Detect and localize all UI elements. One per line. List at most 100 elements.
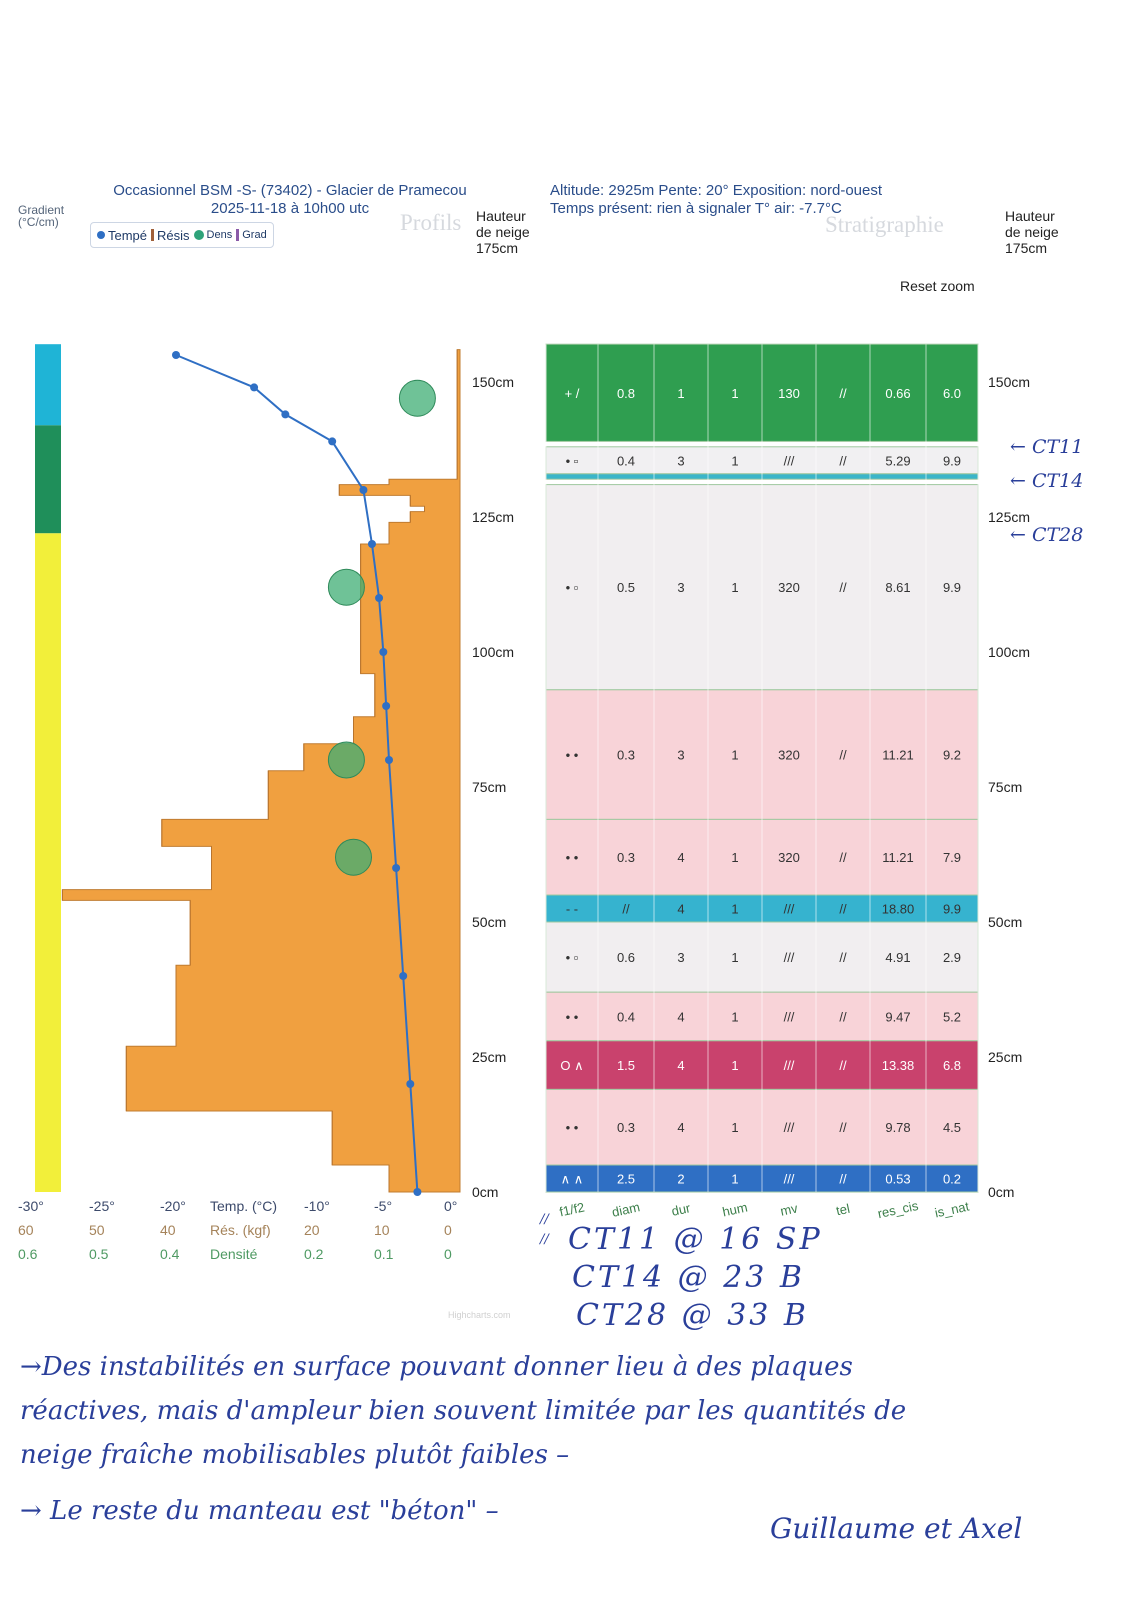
stratigraphy-chart: + /0.8 1 1 130//0.66 6.0• ▫ 0.4 3 1/////5.29 9.9… <box>545 343 1030 1221</box>
layer-7-is_nat: 2.9 <box>943 950 961 965</box>
temp-tick-5: 0° <box>444 1198 458 1214</box>
layer-7-f1f2: • ▫ <box>566 950 579 965</box>
temperature-point-8 <box>382 702 391 710</box>
layer-3-diam: 0.5 <box>617 580 635 595</box>
layer-1-mv: /// <box>784 453 795 468</box>
ct14-arrow-annotation: ← CT14 <box>1010 470 1084 492</box>
layer-3-mv: 320 <box>778 580 800 595</box>
ct14-arrow-label: CT14 <box>1031 470 1084 492</box>
left-y-tick-6: 0cm <box>472 1184 498 1200</box>
column-label-7: is_nat <box>933 1198 970 1220</box>
layer-0-diam: 0.8 <box>617 386 635 401</box>
layer-9-hum: 1 <box>731 1058 738 1073</box>
layer-11-res_cis: 0.53 <box>885 1172 910 1187</box>
ct28-arrow-annotation: ← CT28 <box>1010 524 1084 546</box>
temperature-point-7 <box>379 648 388 656</box>
layer-3-f1f2: • ▫ <box>566 580 579 595</box>
column-label-4: mv <box>779 1200 800 1218</box>
layer-10-hum: 1 <box>731 1120 738 1135</box>
legend-item-temp[interactable]: Tempé <box>97 228 147 243</box>
layer-11-is_nat: 0.2 <box>943 1172 961 1187</box>
ct28-arrow-label: CT28 <box>1031 524 1084 546</box>
right-y-tick-5: 25cm <box>988 1049 1022 1065</box>
legend-dens-label: Dens <box>206 229 233 241</box>
layer-1-dur: 3 <box>677 453 684 468</box>
layer-8-f1f2: • • <box>566 1010 579 1025</box>
ct-result-3: CT28 @ 33 B <box>576 1298 809 1333</box>
dens-tick-4: 0.1 <box>374 1246 394 1262</box>
layer-3-res_cis: 8.61 <box>885 580 910 595</box>
layer-9-dur: 4 <box>677 1058 684 1073</box>
left-y-tick-2: 100cm <box>472 644 514 660</box>
temperature-point-6 <box>375 594 384 602</box>
layer-10-diam: 0.3 <box>617 1120 635 1135</box>
temperature-line <box>175 354 419 1193</box>
layer-7-hum: 1 <box>731 950 738 965</box>
temp-tick-1: -25° <box>89 1198 115 1214</box>
layer-0-is_nat: 6.0 <box>943 386 961 401</box>
right-y-tick-2: 100cm <box>988 644 1030 660</box>
layer-3-dur: 3 <box>677 580 684 595</box>
note-line-2: réactives, mais d'ampleur bien souvent l… <box>20 1396 907 1426</box>
res-tick-4: 10 <box>374 1222 390 1238</box>
legend-res-label: Résis <box>157 227 190 243</box>
left-height-line2: de neige <box>476 224 530 240</box>
density-point-3 <box>335 838 372 876</box>
layer-8-diam: 0.4 <box>617 1010 635 1025</box>
layer-4-res_cis: 11.21 <box>882 748 914 763</box>
layer-5-hum: 1 <box>731 850 738 865</box>
layer-5-is_nat: 7.9 <box>943 850 961 865</box>
layer-9-f1f2: O ∧ <box>560 1058 583 1073</box>
legend: Tempé Résis Dens Grad <box>90 222 274 248</box>
layer-10-tel: // <box>839 1120 847 1135</box>
layer-10-f1f2: • • <box>566 1120 579 1135</box>
layer-6-res_cis: 18.80 <box>882 902 915 917</box>
temp-tick-3: -10° <box>304 1198 330 1214</box>
temp-axis-label: Temp. (°C) <box>210 1198 278 1214</box>
res-tick-3: 20 <box>304 1222 320 1238</box>
layer-4-mv: 320 <box>778 748 800 763</box>
dens-tick-0: 0.6 <box>18 1246 38 1262</box>
dens-tick-5: 0 <box>444 1246 452 1262</box>
column-label-5: tel <box>835 1201 852 1219</box>
profils-watermark: Profils <box>400 210 462 235</box>
layer-11-f1f2: ∧ ∧ <box>561 1172 584 1187</box>
layer-8-is_nat: 5.2 <box>943 1010 961 1025</box>
dens-axis-label: Densité <box>210 1246 258 1262</box>
layer-6-mv: /// <box>784 902 795 917</box>
right-y-tick-0: 150cm <box>988 374 1030 390</box>
layer-8-res_cis: 9.47 <box>885 1010 910 1025</box>
highcharts-credit[interactable]: Highcharts.com <box>448 1310 511 1320</box>
layer-6-f1f2: - - <box>566 902 578 917</box>
temp-tick-2: -20° <box>160 1198 186 1214</box>
layer-10-dur: 4 <box>677 1120 684 1135</box>
left-height-label: Hauteur de neige 175cm <box>476 208 530 256</box>
legend-item-dens[interactable]: Dens <box>193 229 233 241</box>
legend-temp-label: Tempé <box>108 227 148 243</box>
note-line-1: →Des instabilités en surface pouvant don… <box>20 1352 853 1382</box>
layer-9-res_cis: 13.38 <box>882 1058 915 1073</box>
legend-item-res[interactable]: Résis <box>151 228 190 243</box>
legend-item-grad[interactable]: Grad <box>236 229 267 241</box>
column-label-1: diam <box>611 1199 642 1220</box>
column-label-3: hum <box>721 1200 749 1220</box>
legend-grad-label: Grad <box>242 229 267 241</box>
profile-title: Occasionnel BSM -S- (73402) - Glacier de… <box>60 182 520 218</box>
gradient-segment-1 <box>35 425 61 534</box>
layer-7-res_cis: 4.91 <box>885 950 910 965</box>
layer-5-res_cis: 11.21 <box>882 850 914 865</box>
column-label-0: f1/f2 <box>558 1200 586 1220</box>
layer-4-tel: // <box>839 748 847 763</box>
legend-grad-icon <box>236 229 240 241</box>
gradient-label: Gradient <box>18 203 65 217</box>
layer-11-mv: /// <box>784 1172 795 1187</box>
temperature-point-13 <box>413 1188 422 1196</box>
layer-4-dur: 3 <box>677 748 684 763</box>
temperature-point-0 <box>172 351 180 359</box>
layer-4-diam: 0.3 <box>617 748 635 763</box>
title-line1: Occasionnel BSM -S- (73402) - Glacier de… <box>113 182 467 199</box>
gradient-unit: (°C/cm) <box>18 215 59 229</box>
layer-9-diam: 1.5 <box>617 1058 635 1073</box>
layer-7-mv: /// <box>784 950 795 965</box>
reset-zoom-button[interactable]: Reset zoom <box>900 278 975 294</box>
